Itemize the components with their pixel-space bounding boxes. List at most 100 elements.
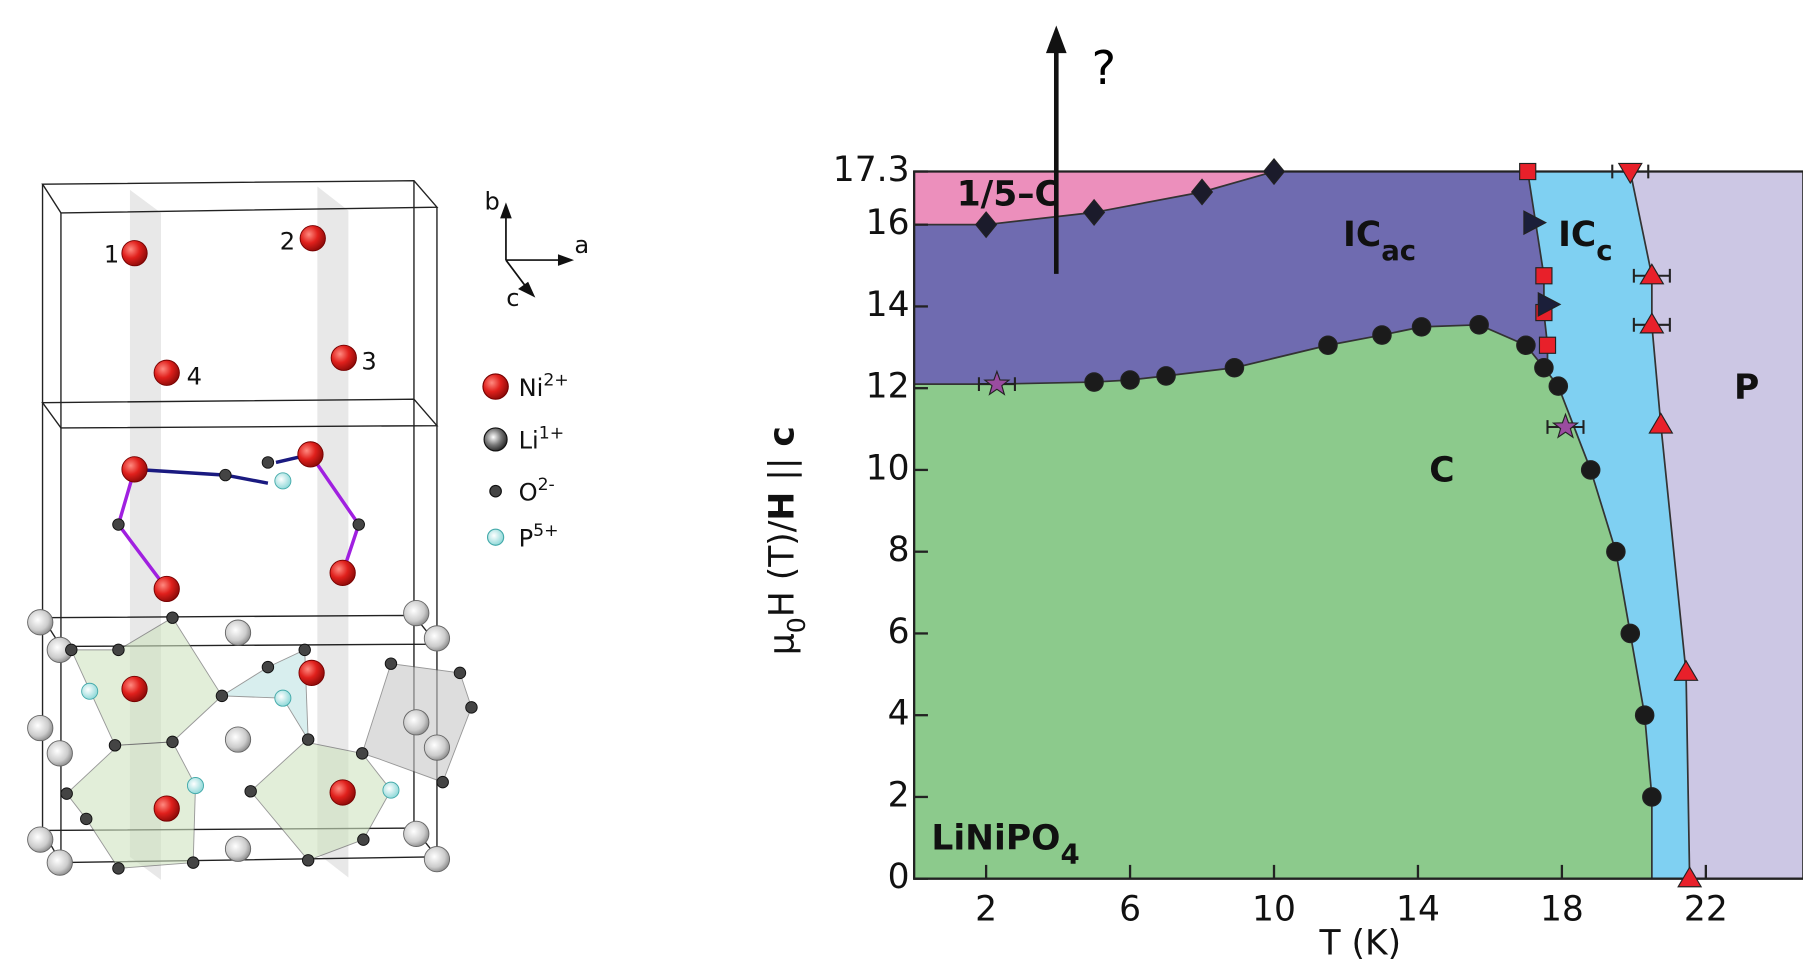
li-atoms — [27, 599, 451, 876]
legend-entry: O2- — [519, 475, 555, 506]
x-tick-label: 6 — [1119, 889, 1141, 929]
data-point — [1084, 372, 1104, 392]
annotation: LiNiPO4 — [931, 818, 1079, 871]
o-atoms — [60, 456, 478, 875]
regions — [914, 171, 1803, 879]
axis-name: c — [506, 284, 519, 312]
legend-swatch — [486, 528, 505, 546]
y-axis-label: μ0H (T)/H || c — [762, 426, 810, 655]
region-label-sub: c — [1596, 234, 1612, 267]
arrow-head — [1045, 25, 1067, 54]
data-point — [1535, 267, 1553, 285]
annotation-sub: 4 — [1060, 838, 1079, 871]
y-tick-label: 0 — [888, 857, 910, 897]
data-point — [1516, 335, 1536, 356]
region-label: P — [1734, 367, 1759, 407]
data-point — [1469, 315, 1489, 335]
data-point — [1617, 162, 1643, 185]
atom-label: 2 — [280, 228, 295, 256]
y-label-part: 0 — [782, 617, 811, 633]
data-point — [1673, 659, 1699, 681]
data-point — [1620, 623, 1641, 644]
x-tick-label: 14 — [1396, 889, 1440, 929]
crystal-structure: 1 2 3 4 b a c Ni2+ Li1+ O2- P5+ — [27, 180, 589, 880]
data-point — [1639, 312, 1665, 334]
region-label-text: IC — [1558, 214, 1596, 254]
data-point — [1156, 366, 1176, 386]
data-point — [1411, 317, 1432, 337]
phase-region — [914, 323, 1653, 879]
y-label-part: || — [762, 447, 802, 492]
atom-label: 3 — [361, 347, 376, 375]
region-label-sub: ac — [1381, 234, 1416, 267]
region-label: ICc — [1558, 214, 1613, 267]
axis-name: a — [574, 231, 589, 259]
y-label-part: c — [762, 426, 802, 446]
data-point — [1190, 178, 1214, 206]
annotation-text: LiNiPO — [931, 818, 1060, 858]
legend-charge: 2- — [538, 475, 555, 495]
y-tick-label: 16 — [866, 203, 910, 243]
y-label-part: H — [762, 492, 802, 521]
data-point — [1262, 157, 1286, 186]
data-point — [1519, 162, 1537, 181]
y-tick-label: 12 — [866, 367, 910, 407]
axis-name: b — [484, 187, 499, 215]
data-point — [1648, 412, 1674, 434]
data-point — [1534, 357, 1554, 378]
legend-symbol: P — [519, 524, 534, 552]
legend-swatch — [482, 373, 509, 400]
region-label: C — [1429, 450, 1454, 490]
data-point — [1224, 357, 1245, 378]
legend-entry: Li1+ — [519, 423, 565, 454]
data-point — [1120, 370, 1140, 390]
data-point — [983, 369, 1011, 396]
region-label-text: C — [1429, 450, 1454, 490]
data-point — [1580, 460, 1601, 480]
y-tick-label: 8 — [888, 530, 910, 570]
data-point — [1082, 198, 1106, 226]
x-tick-label: 10 — [1252, 889, 1296, 929]
axes-triad — [500, 202, 575, 298]
legend-entry: P5+ — [519, 521, 559, 552]
data-point — [1523, 210, 1547, 236]
y-tick-label: 4 — [888, 694, 910, 734]
atom-label: 4 — [187, 362, 202, 390]
legend-swatch — [489, 484, 502, 498]
legend-symbol: Ni — [519, 374, 544, 402]
structure-legend: Ni2+ Li1+ O2- P5+ — [482, 370, 569, 552]
data-point — [1677, 866, 1703, 888]
x-axis-label: T (K) — [1319, 924, 1402, 964]
data-point — [1639, 263, 1665, 285]
data-point — [1372, 325, 1392, 345]
data-point — [1551, 412, 1580, 439]
legend-symbol: Li — [519, 427, 539, 455]
y-tick-label: 2 — [888, 775, 910, 815]
region-label: 1/5–C — [957, 174, 1060, 214]
ni-atoms — [121, 225, 357, 822]
axis-frame — [912, 170, 1803, 880]
y-tick-label: 6 — [888, 612, 910, 652]
data-point — [975, 211, 998, 239]
legend-swatch — [483, 427, 508, 452]
atom-label: 1 — [104, 240, 119, 268]
y-tick-label: 14 — [866, 285, 910, 325]
legend-charge: 5+ — [533, 521, 558, 541]
data-point — [1537, 291, 1562, 317]
y-label-part: μ — [762, 633, 802, 655]
region-label: ICac — [1343, 214, 1416, 267]
y-tick-label: 10 — [866, 448, 910, 488]
y-tick-label: 17.3 — [833, 150, 910, 190]
data-point — [1538, 336, 1557, 354]
region-label-text: 1/5–C — [957, 174, 1060, 214]
y-label-part: H (T)/ — [762, 520, 802, 617]
region-label-text: P — [1734, 367, 1759, 407]
x-tick-label: 22 — [1684, 889, 1728, 929]
p-atoms — [81, 472, 400, 799]
annotation: ? — [1092, 41, 1116, 95]
legend-charge: 1+ — [539, 423, 564, 443]
legend-entry: Ni2+ — [519, 370, 569, 401]
data-point — [1634, 705, 1655, 725]
